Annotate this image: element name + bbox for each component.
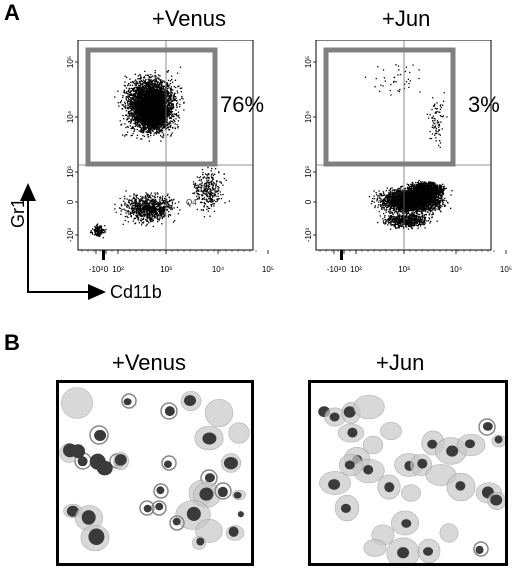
- stained-cell: [160, 402, 178, 420]
- stained-cell: [353, 394, 385, 420]
- stained-cell: [478, 418, 496, 436]
- stained-cell: [214, 482, 232, 500]
- y-tick-label: -10³: [304, 228, 313, 243]
- stained-cell: [113, 451, 129, 471]
- stained-cell: [180, 390, 202, 412]
- stained-cell: [377, 474, 401, 500]
- stained-cell: [390, 510, 420, 536]
- y-tick-label: 10⁴: [66, 110, 75, 123]
- stained-cell: [491, 434, 505, 448]
- stained-cell: [362, 435, 384, 455]
- stained-cell: [401, 484, 421, 502]
- venus-cytospin-image: [56, 380, 254, 566]
- y-tick-label: 0: [304, 199, 313, 204]
- gr1-gate-box: [85, 47, 218, 167]
- x-tick-label: 10³: [160, 265, 172, 274]
- y-tick-label: 10⁵: [66, 56, 75, 68]
- stained-cell: [487, 491, 505, 511]
- stained-cell: [220, 453, 242, 473]
- stained-cell: [89, 425, 109, 445]
- panel-a-letter: A: [4, 0, 20, 25]
- stained-cell: [204, 398, 234, 428]
- stained-cell: [96, 460, 113, 476]
- x-tick-label: 10⁵: [500, 265, 512, 274]
- y-axis-label: Gr1: [8, 197, 28, 228]
- stained-cell: [446, 472, 476, 502]
- stained-cell: [161, 455, 177, 471]
- x-tick-label: 10⁵: [262, 265, 274, 274]
- stained-cell: [194, 425, 224, 451]
- x-tick-label: -10²: [89, 265, 104, 274]
- stained-cell: [380, 421, 402, 441]
- stained-cell: [228, 422, 250, 444]
- x-tick-label: 10²: [112, 265, 124, 274]
- stained-cell: [417, 538, 441, 563]
- gr1-gate-box: [323, 47, 456, 167]
- stained-cell: [338, 453, 364, 477]
- x-tick-label: 10³: [398, 265, 410, 274]
- y-tick-label: 10³: [304, 166, 313, 178]
- x-tick-label: 0: [104, 265, 109, 274]
- stained-cell: [456, 433, 486, 457]
- stained-cell: [151, 500, 167, 516]
- x-axis-label: Cd11b: [110, 282, 162, 302]
- x-tick-label: 0: [342, 265, 347, 274]
- stained-cell: [337, 423, 365, 443]
- y-tick-label: 0: [66, 199, 75, 204]
- event-dots: [364, 64, 453, 230]
- axis-arrows: [20, 183, 106, 300]
- stained-cell: [473, 541, 489, 557]
- stained-cell: [153, 483, 169, 499]
- venus-plot-title: +Venus: [152, 6, 227, 31]
- stained-cell: [225, 525, 245, 541]
- stained-cell: [61, 387, 93, 419]
- stained-cell: [363, 539, 387, 557]
- stained-cell: [193, 482, 221, 508]
- y-tick-label: -10³: [66, 228, 75, 243]
- y-axis-arrow-head: [20, 183, 36, 201]
- stained-cell: [195, 519, 223, 543]
- stained-cell: [80, 524, 110, 552]
- venus-image-title: +Venus: [112, 350, 187, 375]
- stained-cell: [169, 515, 185, 531]
- panel-b-letter: B: [4, 330, 20, 355]
- y-tick-label: 10³: [66, 166, 75, 178]
- stained-cell: [237, 511, 244, 518]
- x-tick-label: 10²: [350, 265, 362, 274]
- stained-cell: [319, 471, 351, 495]
- stained-cell: [139, 500, 155, 516]
- stained-cell: [71, 444, 86, 459]
- y-tick-label: 10⁴: [304, 110, 313, 123]
- y-tick-label: 10⁵: [304, 56, 313, 68]
- stained-cell: [409, 453, 433, 477]
- jun-gate-percent: 3%: [468, 92, 500, 117]
- x-axis-arrow-head: [88, 284, 106, 300]
- x-tick-label: 10⁴: [212, 265, 225, 274]
- stained-cell: [386, 537, 420, 563]
- quadrant-label: Q3: [138, 198, 149, 207]
- jun-image-title: +Jun: [376, 350, 425, 375]
- stained-cell: [121, 393, 137, 409]
- stained-cell: [439, 523, 459, 543]
- stained-cell: [334, 494, 360, 522]
- stained-cell: [192, 536, 206, 550]
- stained-cell: [232, 489, 246, 501]
- x-tick-label: -10²: [327, 265, 342, 274]
- x-tick-label: 10⁴: [450, 265, 463, 274]
- jun-plot-title: +Jun: [382, 6, 431, 31]
- jun-cytospin-image: [308, 380, 508, 566]
- venus-gate-percent: 76%: [220, 92, 265, 117]
- stained-cell: [74, 505, 104, 531]
- quadrant-label: Q4: [186, 198, 197, 207]
